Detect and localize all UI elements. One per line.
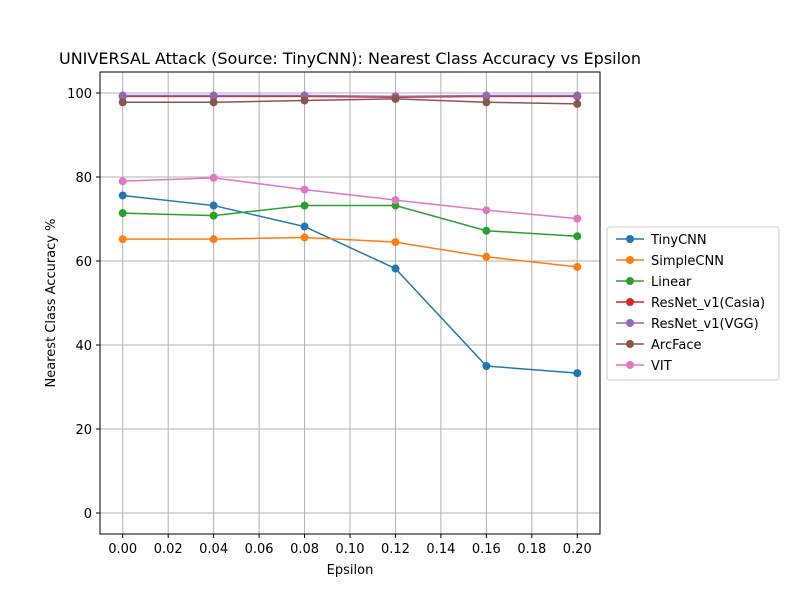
data-point [391,238,400,247]
data-point [482,362,491,370]
data-point [482,252,491,261]
data-point [118,177,127,186]
x-tick-label: 0.00 [108,542,137,557]
data-point [573,214,582,223]
series-line [122,94,578,98]
series-line [122,194,578,374]
data-point [573,262,582,271]
series-vit [118,173,582,223]
series-resnet-v1-vgg- [118,91,582,101]
data-point [300,185,309,194]
legend-marker [626,298,634,306]
y-tick-label: 20 [75,423,92,438]
series-line [122,98,578,105]
x-tick-label: 0.02 [154,542,183,557]
data-point [209,98,218,107]
y-tick-label: 80 [75,171,92,186]
series-arcface [118,94,582,108]
x-tick-label: 0.14 [426,542,455,557]
legend-label: VIT [651,359,672,374]
legend-item: SimpleCNN [616,254,724,269]
series-group [118,91,582,378]
x-tick-label: 0.16 [472,542,501,557]
legend-label: ResNet_v1(VGG) [651,317,759,332]
series-line [122,177,578,220]
data-point [391,196,400,205]
legend-marker [626,235,634,243]
legend-marker [626,340,634,348]
legend-marker [626,277,634,285]
legend-item: ArcFace [616,338,702,353]
data-point [391,264,400,273]
legend-marker [626,361,634,369]
legend-marker [626,256,634,264]
x-tick-label: 0.20 [563,542,592,557]
data-point [391,94,400,103]
legend-label: ResNet_v1(Casia) [651,296,765,311]
data-point [573,369,582,378]
data-point [209,201,218,210]
y-tick-label: 0 [84,507,92,522]
data-point [482,98,491,107]
y-tick-label: 100 [67,87,92,102]
chart-title: UNIVERSAL Attack (Source: TinyCNN): Near… [59,49,641,68]
data-point [209,91,218,100]
series-tinycnn [118,191,582,378]
legend-box [606,226,780,381]
data-point [573,232,582,241]
x-tick-label: 0.04 [199,542,228,557]
data-point [573,91,582,100]
legend-label: Linear [651,275,692,290]
data-point [300,233,309,242]
y-axis: 0 20 40 60 80 100 [67,87,100,522]
x-tick-label: 0.12 [381,542,410,557]
legend: TinyCNN SimpleCNN Linear ResNet_v1(Casia) Re… [606,226,780,381]
legend-item: TinyCNN [616,233,707,248]
legend-label: SimpleCNN [651,254,724,269]
series-simplecnn [118,233,582,271]
grid [100,72,600,534]
data-point [573,99,582,108]
data-point [482,206,491,215]
data-point [300,222,309,231]
x-tick-label: 0.08 [290,542,319,557]
series-line [122,204,578,237]
series-line [122,95,578,98]
legend-item: ResNet_v1(VGG) [616,317,759,332]
data-point [118,209,127,218]
data-point [209,211,218,220]
data-point [118,98,127,107]
series-line [122,236,578,268]
y-tick-label: 40 [75,339,92,354]
legend-item: ResNet_v1(Casia) [616,296,765,311]
x-tick-label: 0.10 [336,542,365,557]
legend-label: TinyCNN [650,233,707,248]
data-point [300,201,309,210]
data-point [209,235,218,244]
data-point [118,235,127,244]
y-axis-label: Nearest Class Accuracy % [44,219,59,388]
data-point [118,91,127,100]
x-axis-label: Epsilon [327,563,374,578]
legend-item: VIT [616,359,672,374]
data-point [209,173,218,182]
legend-marker [626,319,634,327]
legend-label: ArcFace [651,338,702,353]
x-tick-label: 0.06 [245,542,274,557]
data-point [300,96,309,105]
y-tick-label: 60 [75,255,92,270]
data-point [482,91,491,100]
data-point [482,226,491,235]
x-tick-label: 0.18 [517,542,546,557]
legend-item: Linear [616,275,692,290]
x-axis: 0.00 0.02 0.04 0.06 0.08 0.10 0.12 0.14 0.16 0.18… [108,534,592,557]
data-point [118,191,127,200]
